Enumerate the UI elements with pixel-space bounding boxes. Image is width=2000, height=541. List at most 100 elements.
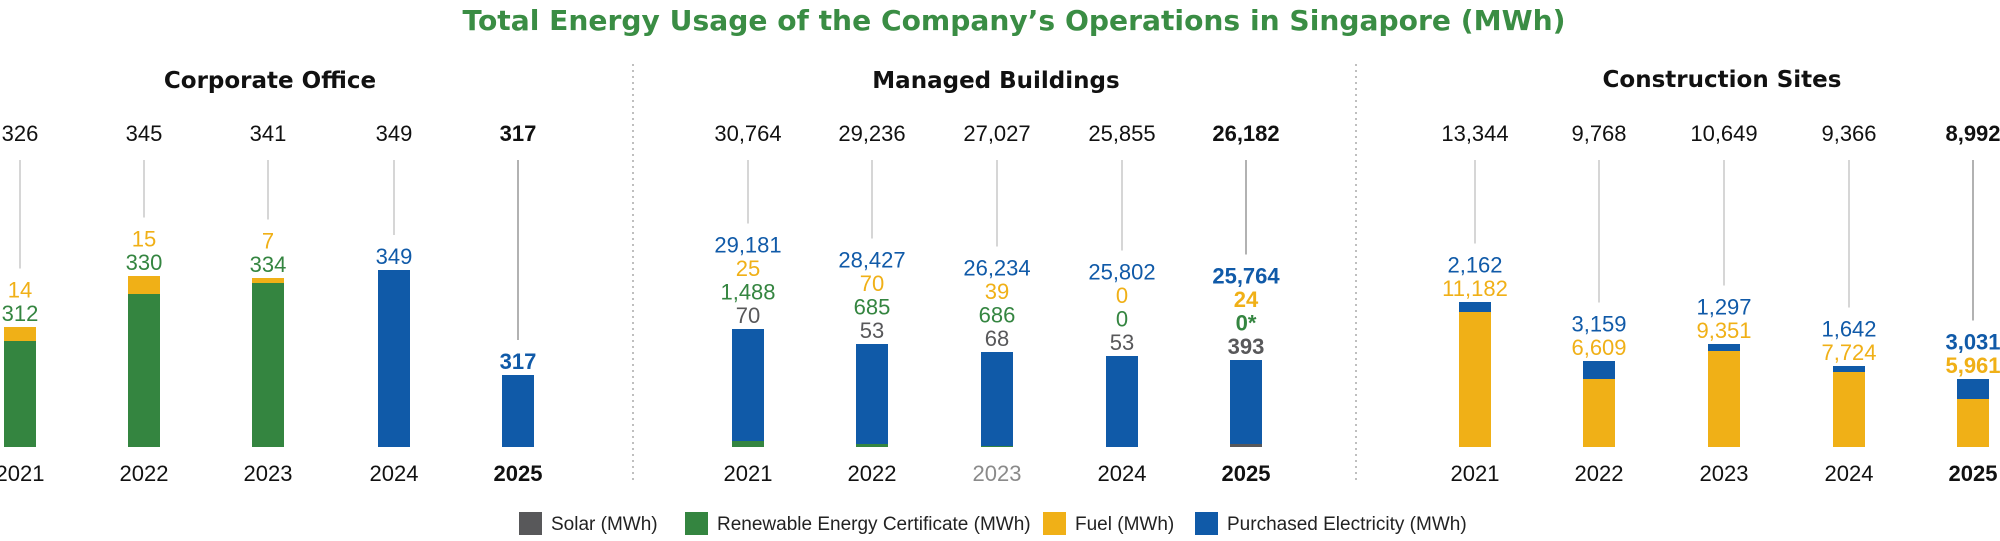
value-label-purchased: 26,234 [963,256,1030,281]
value-label-fuel: 7 [262,229,274,254]
panel-title: Managed Buildings [872,68,1119,94]
value-label-purchased: 1,297 [1696,295,1751,320]
total-label: 29,236 [838,121,905,146]
bar-segment-rec [856,444,888,447]
bar-segment-fuel [1957,399,1989,447]
value-label-fuel: 39 [985,279,1009,304]
category-label: 2021 [0,461,44,486]
category-label: 2022 [848,461,897,486]
value-label-fuel: 5,961 [1945,353,2000,378]
bar-segment-fuel [1833,372,1865,447]
value-label-solar: 393 [1228,334,1265,359]
value-label-fuel: 25 [736,256,760,281]
value-label-fuel: 70 [860,271,884,296]
category-label: 2024 [1825,461,1874,486]
total-label: 8,992 [1945,121,2000,146]
value-label-purchased: 3,031 [1945,330,2000,355]
category-label: 2022 [120,461,169,486]
value-label-fuel: 24 [1234,287,1259,312]
total-label: 25,855 [1088,121,1155,146]
bar-segment-purchased [502,375,534,447]
value-label-rec: 312 [2,301,39,326]
bar-segment-purchased [1106,356,1138,447]
total-label: 341 [250,121,287,146]
bar-segment-rec [732,441,764,447]
bar-segment-purchased [1459,302,1491,312]
category-label: 2021 [724,461,773,486]
chart-title: Total Energy Usage of the Company’s Oper… [463,4,1566,37]
legend-item-purchased: Purchased Electricity (MWh) [1195,512,1467,535]
legend-label: Renewable Energy Certificate (MWh) [717,514,1031,535]
bar-segment-fuel [1583,379,1615,447]
value-label-solar: 53 [1110,330,1134,355]
value-label-fuel: 15 [132,227,156,252]
value-label-purchased: 25,764 [1212,264,1280,289]
category-label: 2023 [1700,461,1749,486]
category-label: 2025 [1222,461,1271,486]
total-label: 13,344 [1441,121,1508,146]
value-label-solar: 70 [736,303,760,328]
bar-segment-purchased [1583,361,1615,379]
value-label-solar: 68 [985,326,1009,351]
value-label-fuel: 11,182 [1442,276,1508,301]
category-label: 2023 [244,461,293,486]
value-label-purchased: 317 [500,349,537,374]
legend-item-fuel: Fuel (MWh) [1043,512,1174,535]
value-label-rec: 0 [1116,307,1128,332]
value-label-rec: 330 [126,250,163,275]
bar-segment-fuel [4,327,36,341]
total-label: 317 [500,121,537,146]
bar-segment-purchased [378,270,410,447]
category-label: 2022 [1575,461,1624,486]
total-label: 30,764 [714,121,781,146]
value-label-purchased: 2,162 [1447,253,1502,278]
panel-title: Corporate Office [164,68,376,94]
category-label: 2025 [494,461,543,486]
category-label: 2021 [1451,461,1500,486]
bar-segment-purchased [1957,379,1989,399]
bar-segment-rec [128,294,160,447]
legend-label: Fuel (MWh) [1075,514,1174,535]
value-label-rec: 334 [250,252,287,277]
value-label-purchased: 29,181 [714,233,781,258]
value-label-fuel: 14 [8,278,32,303]
bar-segment-solar [1230,444,1262,447]
value-label-fuel: 9,351 [1696,318,1751,343]
category-label: 2025 [1949,461,1998,486]
total-label: 345 [126,121,163,146]
value-label-purchased: 28,427 [838,248,905,273]
bar-segment-purchased [1230,360,1262,444]
legend-label: Solar (MWh) [551,514,658,535]
bar-segment-rec [252,283,284,447]
total-label: 326 [2,121,39,146]
total-label: 9,768 [1571,121,1626,146]
category-label: 2023 [973,461,1022,486]
total-label: 349 [376,121,413,146]
value-label-fuel: 6,609 [1571,335,1626,360]
value-label-purchased: 3,159 [1571,312,1626,337]
legend-swatch [685,512,708,535]
legend-swatch [1195,512,1218,535]
legend-swatch [1043,512,1066,535]
bar-segment-fuel [1708,351,1740,447]
category-label: 2024 [370,461,419,486]
bar-segment-rec [981,446,1013,447]
total-label: 10,649 [1690,121,1757,146]
legend-item-solar: Solar (MWh) [519,512,658,535]
legend-item-rec: Renewable Energy Certificate (MWh) [685,512,1031,535]
value-label-rec: 1,488 [720,280,775,305]
bar-segment-purchased [732,329,764,441]
panel-title: Construction Sites [1603,67,1842,93]
bar-segment-purchased [1708,344,1740,351]
value-label-purchased: 349 [376,244,413,269]
value-label-solar: 53 [860,318,884,343]
value-label-purchased: 25,802 [1088,260,1155,285]
category-label: 2024 [1098,461,1147,486]
bar-segment-fuel [128,276,160,294]
bar-segment-fuel [252,278,284,283]
value-label-rec: 0* [1236,311,1257,336]
bar-segment-rec [4,341,36,447]
